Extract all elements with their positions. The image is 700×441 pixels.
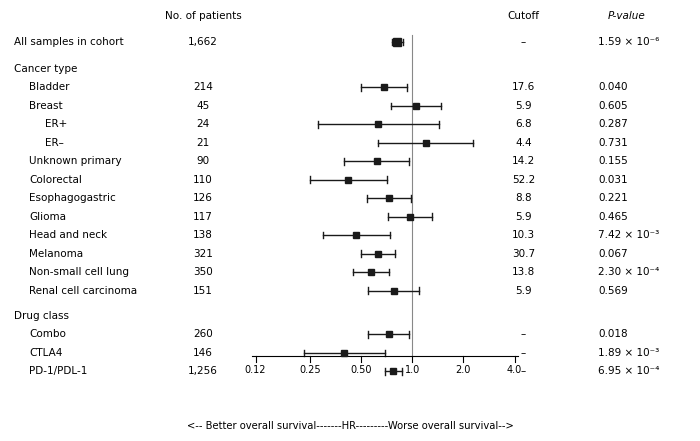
Text: 0.569: 0.569 (598, 285, 629, 295)
Text: Melanoma: Melanoma (29, 249, 83, 258)
Text: 2.30 × 10⁻⁴: 2.30 × 10⁻⁴ (598, 267, 659, 277)
Text: Unknown primary: Unknown primary (29, 156, 122, 166)
Text: Colorectal: Colorectal (29, 175, 83, 185)
Text: 21: 21 (197, 138, 209, 148)
Text: 0.12: 0.12 (245, 365, 266, 375)
Text: 321: 321 (193, 249, 213, 258)
Text: 1,256: 1,256 (188, 366, 218, 376)
Text: Non-small cell lung: Non-small cell lung (29, 267, 130, 277)
Text: 1,662: 1,662 (188, 37, 218, 47)
Text: ER+: ER+ (45, 120, 67, 129)
Text: 0.287: 0.287 (598, 120, 629, 129)
Text: 214: 214 (193, 82, 213, 93)
Text: 117: 117 (193, 212, 213, 222)
Text: –: – (521, 366, 526, 376)
Text: 30.7: 30.7 (512, 249, 536, 258)
Text: No. of patients: No. of patients (164, 11, 242, 21)
Text: 5.9: 5.9 (515, 101, 532, 111)
Text: PD-1/PDL-1: PD-1/PDL-1 (29, 366, 88, 376)
Text: 1.89 × 10⁻³: 1.89 × 10⁻³ (598, 348, 659, 358)
Text: Breast: Breast (29, 101, 63, 111)
Text: 5.9: 5.9 (515, 285, 532, 295)
Text: P-value: P-value (608, 11, 645, 21)
Text: 6.8: 6.8 (515, 120, 532, 129)
Text: All samples in cohort: All samples in cohort (14, 37, 124, 47)
Text: 110: 110 (193, 175, 213, 185)
Text: 2.0: 2.0 (456, 365, 471, 375)
Text: 17.6: 17.6 (512, 82, 536, 93)
Text: 350: 350 (193, 267, 213, 277)
Text: Esophagogastric: Esophagogastric (29, 193, 116, 203)
Text: 0.731: 0.731 (598, 138, 629, 148)
Text: 24: 24 (197, 120, 209, 129)
Text: Cancer type: Cancer type (14, 64, 78, 74)
Text: 14.2: 14.2 (512, 156, 536, 166)
Text: 260: 260 (193, 329, 213, 340)
Text: Cutoff: Cutoff (508, 11, 540, 21)
Text: 10.3: 10.3 (512, 230, 536, 240)
Text: 146: 146 (193, 348, 213, 358)
Text: 6.95 × 10⁻⁴: 6.95 × 10⁻⁴ (598, 366, 660, 376)
Text: 7.42 × 10⁻³: 7.42 × 10⁻³ (598, 230, 659, 240)
Text: 13.8: 13.8 (512, 267, 536, 277)
Text: 151: 151 (193, 285, 213, 295)
Text: 0.155: 0.155 (598, 156, 629, 166)
Text: 0.25: 0.25 (299, 365, 321, 375)
Text: 5.9: 5.9 (515, 212, 532, 222)
Text: 126: 126 (193, 193, 213, 203)
Text: Head and neck: Head and neck (29, 230, 108, 240)
Text: 0.605: 0.605 (598, 101, 628, 111)
Text: Drug class: Drug class (14, 311, 69, 321)
Text: 4.0: 4.0 (507, 365, 522, 375)
Text: –: – (521, 348, 526, 358)
Text: 1.59 × 10⁻⁶: 1.59 × 10⁻⁶ (598, 37, 660, 47)
Text: 45: 45 (197, 101, 209, 111)
Text: 0.031: 0.031 (598, 175, 628, 185)
Text: 0.221: 0.221 (598, 193, 629, 203)
Text: 0.067: 0.067 (598, 249, 628, 258)
Text: Combo: Combo (29, 329, 66, 340)
Text: 138: 138 (193, 230, 213, 240)
Text: ER–: ER– (45, 138, 64, 148)
Text: <-- Better overall survival-------HR---------Worse overall survival-->: <-- Better overall survival-------HR----… (187, 421, 513, 431)
Text: Glioma: Glioma (29, 212, 66, 222)
Text: Renal cell carcinoma: Renal cell carcinoma (29, 285, 137, 295)
Text: Bladder: Bladder (29, 82, 70, 93)
Text: 4.4: 4.4 (515, 138, 532, 148)
Text: –: – (521, 329, 526, 340)
Text: 52.2: 52.2 (512, 175, 536, 185)
Text: 8.8: 8.8 (515, 193, 532, 203)
Text: 0.50: 0.50 (350, 365, 372, 375)
Text: CTLA4: CTLA4 (29, 348, 63, 358)
Text: 0.018: 0.018 (598, 329, 628, 340)
Text: –: – (521, 37, 526, 47)
Text: 1.0: 1.0 (405, 365, 420, 375)
Text: 0.465: 0.465 (598, 212, 629, 222)
Text: 90: 90 (197, 156, 209, 166)
Text: 0.040: 0.040 (598, 82, 628, 93)
